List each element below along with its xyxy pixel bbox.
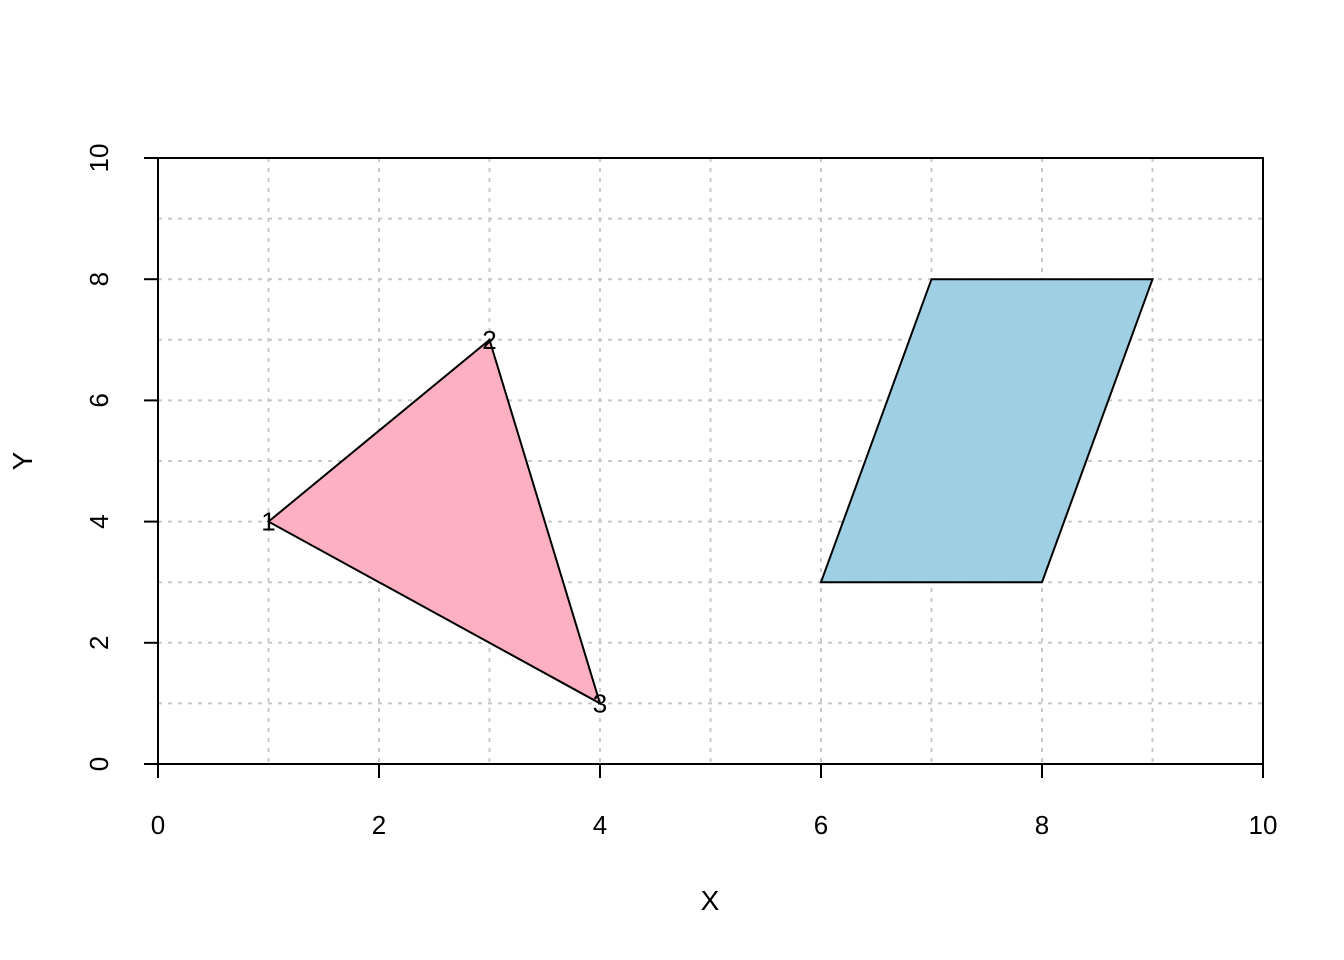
x-tick-label: 6 [814, 810, 828, 840]
x-tick-label: 4 [593, 810, 607, 840]
y-tick-label: 10 [84, 144, 114, 173]
x-tick-label: 10 [1249, 810, 1278, 840]
axes: 0 2 4 6 8 10 0 2 4 6 8 10 [84, 144, 1277, 840]
x-tick-label: 0 [151, 810, 165, 840]
y-tick-label: 0 [84, 757, 114, 771]
grid-lines [157, 157, 1264, 765]
vertex-label: 2 [482, 325, 496, 355]
x-tick-label: 2 [372, 810, 386, 840]
polygons: 1 2 3 [261, 278, 1154, 718]
vertex-label: 3 [593, 688, 607, 718]
y-axis-title: Y [7, 451, 38, 470]
y-tick-label: 4 [84, 514, 114, 528]
polygon-2 [819, 278, 1154, 584]
x-tick-label: 8 [1035, 810, 1049, 840]
vertex-label: 1 [261, 507, 275, 537]
x-axis-title: X [701, 885, 720, 916]
y-tick-label: 2 [84, 636, 114, 650]
y-tick-label: 8 [84, 272, 114, 286]
polygon-1 [266, 338, 602, 706]
y-tick-label: 6 [84, 393, 114, 407]
